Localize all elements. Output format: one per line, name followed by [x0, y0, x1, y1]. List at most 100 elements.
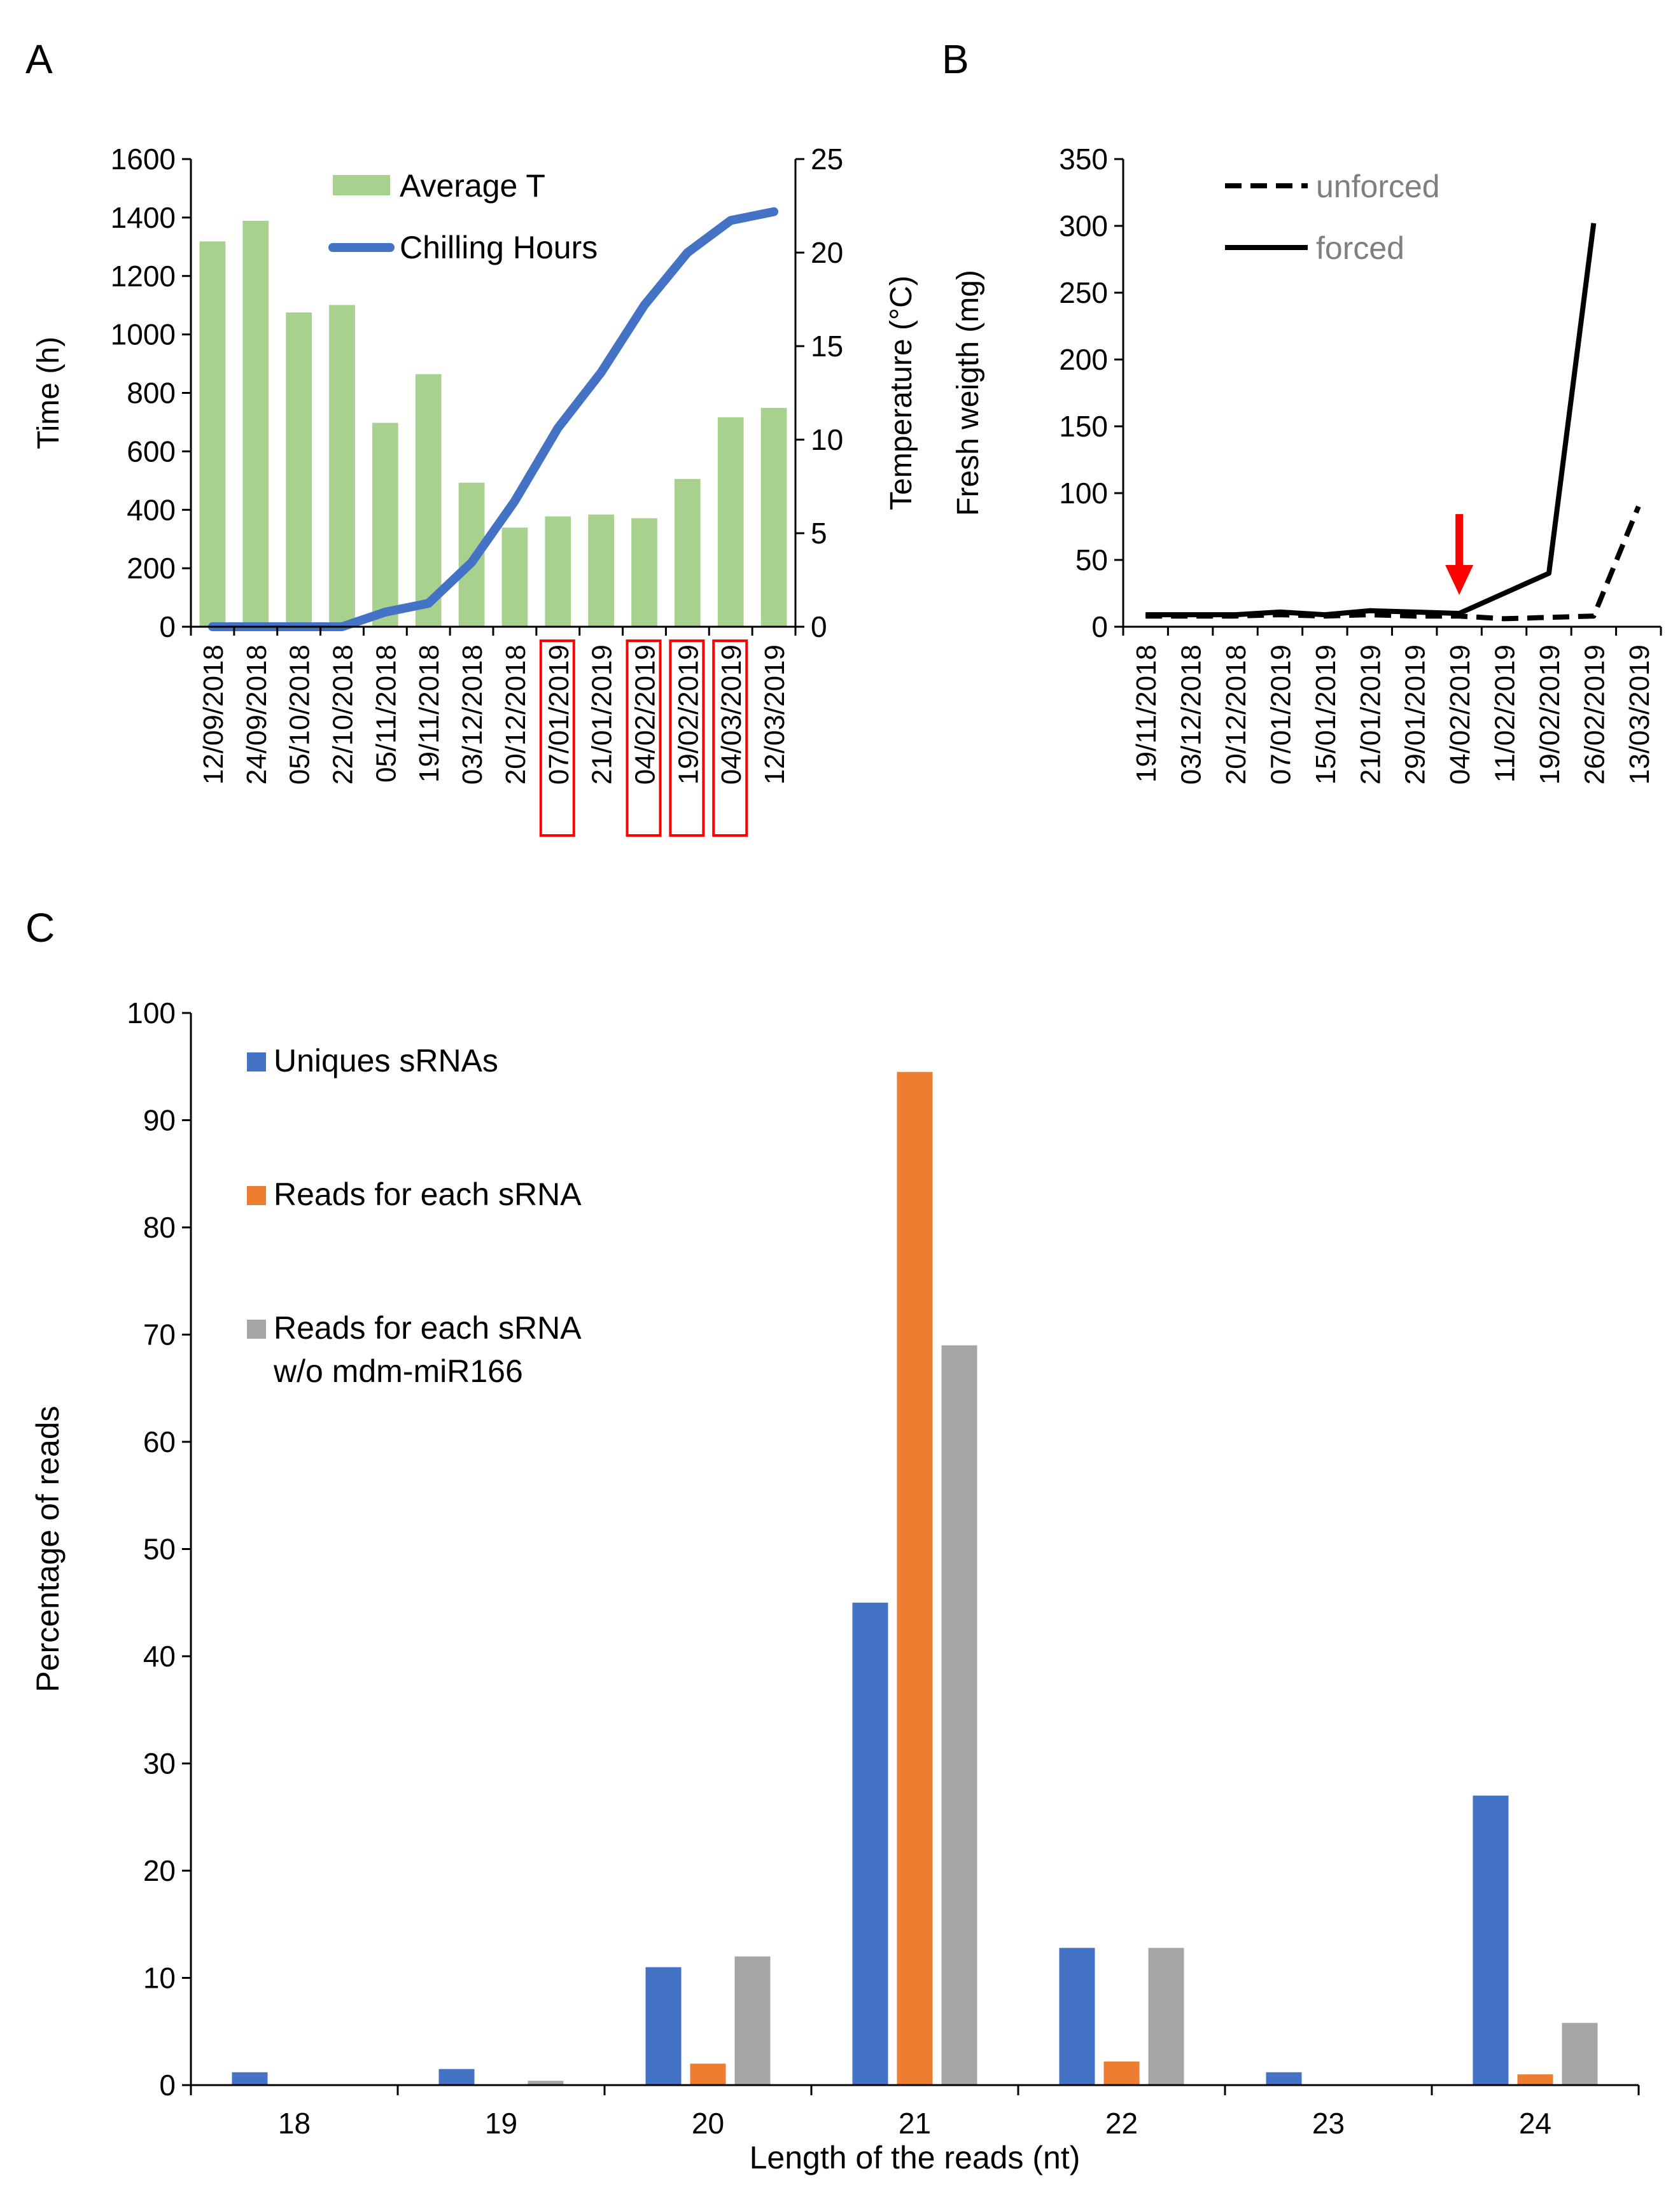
x-tick-label: 07/01/2019 [543, 645, 575, 785]
bar-series-0 [232, 2072, 268, 2085]
y-tick-label: 1600 [111, 143, 176, 176]
y-tick-label: 50 [1075, 543, 1108, 576]
bar-average-t [415, 374, 442, 627]
y-tick-label: 1400 [111, 201, 176, 234]
y-tick-label: 0 [1091, 610, 1108, 643]
y-tick-label: 200 [1059, 343, 1108, 376]
y2-tick-label: 0 [811, 610, 827, 643]
bar-series-0 [438, 2069, 475, 2085]
x-tick-label: 03/12/2018 [457, 645, 488, 785]
x-tick-label: 24 [1519, 2107, 1551, 2140]
x-tick-label: 19/11/2018 [1131, 645, 1162, 783]
y-tick-label: 10 [143, 1962, 176, 1995]
bar-average-t [329, 305, 355, 627]
x-tick-label: 21/01/2019 [1355, 645, 1386, 785]
x-tick-label: 20/12/2018 [1221, 645, 1252, 785]
legend-label-series-0: Uniques sRNAs [274, 1043, 498, 1079]
bar-series-2 [1148, 1948, 1184, 2085]
x-tick-label: 29/01/2019 [1400, 645, 1431, 785]
y2-tick-label: 20 [811, 236, 843, 269]
x-tick-label: 03/12/2018 [1176, 645, 1207, 785]
legend-swatch-series-1 [247, 1186, 266, 1205]
y-tick-label: 800 [127, 377, 176, 410]
y2-tick-label: 15 [811, 330, 843, 363]
x-tick-label: 19/02/2019 [1534, 645, 1565, 785]
y-tick-label: 90 [143, 1104, 176, 1137]
legend-label-series-2: Reads for each sRNA [274, 1310, 582, 1346]
bar-average-t [242, 221, 269, 627]
x-tick-label: 04/02/2019 [630, 645, 661, 785]
y2-axis-title: Temperature (°C) [885, 276, 918, 510]
x-tick-label: 05/11/2018 [370, 645, 402, 783]
y-tick-label: 1000 [111, 318, 176, 351]
y-tick-label: 600 [127, 435, 176, 468]
highlight-box [539, 639, 575, 837]
y-tick-label: 350 [1059, 143, 1108, 176]
bar-series-2 [528, 2081, 564, 2085]
bar-series-2 [734, 1956, 771, 2085]
x-tick-label: 22 [1105, 2107, 1138, 2140]
legend-swatch-series-2 [247, 1320, 266, 1339]
y2-tick-label: 10 [811, 423, 843, 456]
x-tick-label: 19/11/2018 [414, 645, 445, 783]
bar-series-0 [1473, 1796, 1509, 2085]
arrow-head [1445, 565, 1474, 595]
bar-average-t [286, 312, 312, 627]
bar-series-1 [1103, 2061, 1140, 2085]
bar-series-0 [1266, 2072, 1302, 2085]
bar-series-1 [1517, 2074, 1553, 2085]
bar-series-0 [852, 1602, 888, 2085]
x-tick-label: 11/02/2019 [1490, 645, 1521, 783]
x-tick-label: 26/02/2019 [1579, 645, 1610, 785]
y-tick-label: 60 [143, 1425, 176, 1458]
y-tick-label: 50 [143, 1533, 176, 1566]
x-tick-label: 24/09/2018 [241, 645, 272, 785]
x-axis-title: Length of the reads (nt) [750, 2140, 1081, 2175]
x-tick-label: 20 [692, 2107, 724, 2140]
x-tick-label: 19 [485, 2107, 517, 2140]
line-unforced [1145, 505, 1641, 622]
x-tick-label: 07/01/2019 [1265, 645, 1296, 785]
line-forced [1145, 223, 1597, 618]
chart-b: 0 50 100 150 200 250 300 350 19/11/2018 03/12/201… [951, 143, 1662, 785]
bar-series-2 [941, 1345, 977, 2085]
x-tick-label: 05/10/2018 [284, 645, 316, 785]
y-tick-label: 0 [159, 2069, 176, 2102]
legend-label-unforced: unforced [1316, 169, 1440, 204]
x-tick-label: 12/09/2018 [198, 645, 229, 785]
y-tick-label: 300 [1059, 209, 1108, 242]
y-tick-label: 100 [1059, 477, 1108, 510]
y-tick-label: 20 [143, 1854, 176, 1887]
x-tick-label: 12/03/2019 [759, 645, 790, 785]
x-tick-label: 04/03/2019 [716, 645, 747, 785]
y2-tick-label: 5 [811, 517, 827, 550]
x-tick-label: 21/01/2019 [587, 645, 618, 785]
bar-series-2 [1562, 2023, 1598, 2085]
y-axis-title: Percentage of reads [30, 1406, 66, 1692]
x-tick-label: 19/02/2019 [673, 645, 704, 785]
x-tick-label: 15/01/2019 [1310, 645, 1341, 785]
x-tick-label: 04/02/2019 [1445, 645, 1476, 785]
y-tick-label: 0 [159, 610, 176, 643]
legend-label-series-2: w/o mdm-miR166 [273, 1353, 523, 1389]
panel-label-a: A [25, 36, 53, 82]
x-tick-label: 13/03/2019 [1624, 645, 1655, 785]
legend-swatch-average-t [333, 175, 390, 195]
y2-tick-label: 25 [811, 143, 843, 176]
y-tick-label: 250 [1059, 276, 1108, 309]
bar-average-t [199, 241, 226, 627]
highlight-box [712, 639, 748, 837]
y-tick-label: 200 [127, 552, 176, 585]
chart-c: 0 10 20 30 40 50 60 70 80 90 100 18 19 20 21 22 23 24 Leng… [30, 996, 1640, 2175]
y-tick-label: 70 [143, 1318, 176, 1351]
bar-average-t [675, 478, 701, 627]
y-tick-label: 100 [127, 996, 176, 1030]
x-tick-label: 22/10/2018 [328, 645, 359, 785]
highlight-box [669, 639, 705, 837]
y-tick-label: 30 [143, 1747, 176, 1780]
chart-a: 0 200 400 600 800 1000 1200 1400 1600 0 5 10 15 20 25 1… [32, 143, 918, 837]
bar-average-t [372, 422, 398, 627]
legend-label-chilling-hours: Chilling Hours [400, 230, 598, 265]
panel-label-b: B [942, 36, 969, 82]
